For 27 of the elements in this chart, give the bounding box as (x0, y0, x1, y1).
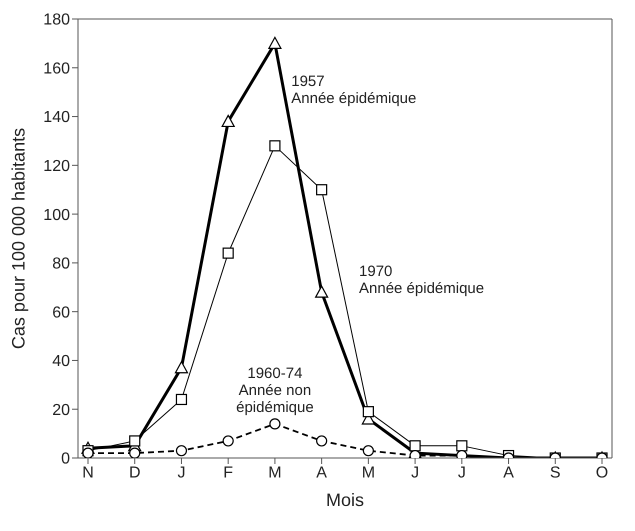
y-tick-label: 140 (43, 109, 70, 126)
x-tick-label: F (223, 464, 234, 482)
x-tick-label: A (503, 464, 514, 482)
y-axis-title: Cas pour 100 000 habitants (8, 128, 28, 350)
x-tick-label: J (411, 464, 420, 482)
y-tick-label: 0 (61, 450, 70, 468)
y-tick-label: 20 (52, 402, 70, 419)
y-tick-label: 60 (52, 304, 70, 322)
x-tick-label: O (596, 464, 608, 482)
x-tick-label: N (82, 464, 94, 482)
x-tick-label: S (550, 464, 561, 482)
x-tick-label: J (177, 464, 186, 482)
y-tick-label: 120 (43, 158, 70, 176)
x-tick-label: D (128, 464, 141, 482)
series-label: 1970 Année épidémique (359, 262, 484, 297)
series-label: 1957 Année épidémique (291, 72, 416, 107)
y-tick-label: 100 (43, 206, 70, 224)
x-tick-label: A (316, 464, 328, 482)
y-tick-label: 80 (52, 256, 70, 273)
y-tick-label: 160 (43, 60, 70, 78)
x-tick-label: M (362, 464, 376, 482)
y-tick-label: 40 (52, 353, 70, 370)
x-tick-label: J (458, 464, 466, 482)
series-label: 1960-74 Année non épidémique (236, 365, 314, 416)
y-tick-label: 180 (43, 12, 70, 29)
x-axis-title: Mois (326, 490, 364, 510)
x-tick-label: M (268, 464, 282, 482)
